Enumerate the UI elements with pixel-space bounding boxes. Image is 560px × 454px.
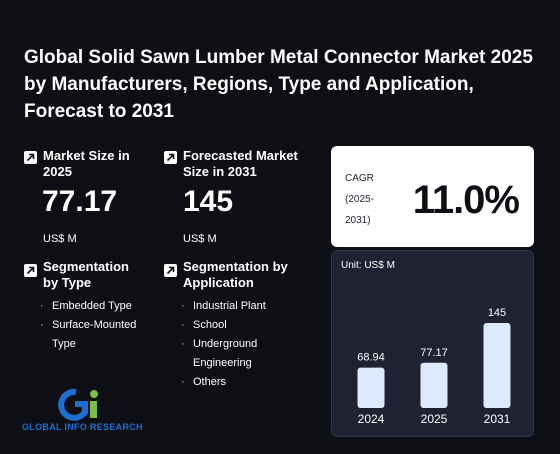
arrow-icon: [164, 264, 177, 277]
forecast-size-value: 145: [183, 185, 234, 218]
x-tick-label: 2024: [358, 412, 385, 426]
data-label: 68.94: [357, 352, 385, 364]
market-size-label: Market Size in 2025: [43, 148, 130, 179]
market-size-unit: US$ M: [43, 233, 77, 245]
bar-2031: [483, 323, 511, 408]
list-item: Industrial Plant: [181, 297, 291, 316]
page-title: Global Solid Sawn Lumber Metal Connector…: [24, 47, 533, 122]
brand-logo: GLOBAL INFO RESEARCH: [22, 388, 143, 438]
list-item: Surface-Mounted Type: [40, 316, 150, 354]
data-label: 145: [488, 307, 506, 319]
arrow-icon: [164, 151, 177, 164]
arrow-icon: [24, 151, 37, 164]
cagr-label: CAGR (2025-2031): [345, 173, 374, 226]
segment-type-list: Embedded Type Surface-Mounted Type: [40, 297, 150, 354]
bar-2024: [357, 367, 385, 408]
forecast-size-unit: US$ M: [183, 233, 217, 245]
segment-application-label: Segmentation by Application: [183, 259, 288, 290]
list-item: Underground Engineering: [181, 335, 291, 373]
market-size-value: 77.17: [42, 185, 118, 218]
x-tick-label: 2025: [421, 412, 448, 426]
segment-type-label: Segmentation by Type: [43, 259, 129, 290]
segment-application-list: Industrial Plant School Underground Engi…: [181, 297, 291, 392]
forecast-size-label: Forecasted Market Size in 2031: [183, 148, 298, 179]
data-label: 77.17: [420, 347, 448, 359]
bar-chart-svg: 68.94 2024 77.17 2025 145 2031: [357, 307, 511, 426]
chart-unit-label: Unit: US$ M: [341, 260, 395, 271]
bar-chart: Unit: US$ M 68.94 2024 77.17 2025 145 2031: [331, 250, 534, 437]
cagr-card: CAGR (2025-2031) 11.0%: [331, 146, 534, 247]
bar-2025: [420, 362, 448, 408]
list-item: Others: [181, 373, 291, 392]
arrow-icon: [24, 264, 37, 277]
list-item: Embedded Type: [40, 297, 150, 316]
brand-name: GLOBAL INFO RESEARCH: [22, 422, 143, 432]
logo-mark-icon: [58, 388, 98, 421]
list-item: School: [181, 316, 291, 335]
cagr-value: 11.0%: [412, 178, 520, 222]
x-tick-label: 2031: [484, 412, 511, 426]
